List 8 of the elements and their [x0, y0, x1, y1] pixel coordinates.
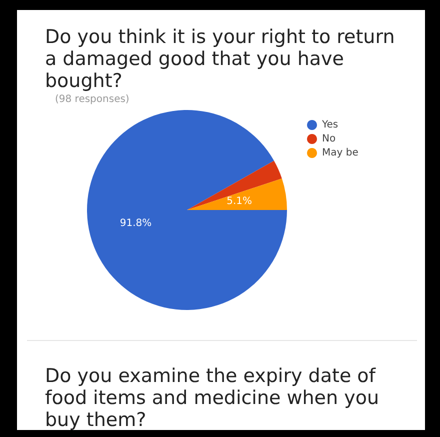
chart-title: Do you think it is your right to return a damaged good that you have bought?: [45, 26, 395, 92]
legend-label: Yes: [321, 120, 338, 130]
text: Do you examine the expiry date of food items and medicine when you buy them?: [45, 365, 380, 431]
data-label: 91.8%: [120, 218, 152, 230]
data-label: 5.1%: [226, 196, 252, 208]
legend-label: May be: [322, 148, 358, 158]
legend-label: No: [322, 134, 336, 144]
chart-subtitle: (98 responses): [55, 94, 130, 105]
